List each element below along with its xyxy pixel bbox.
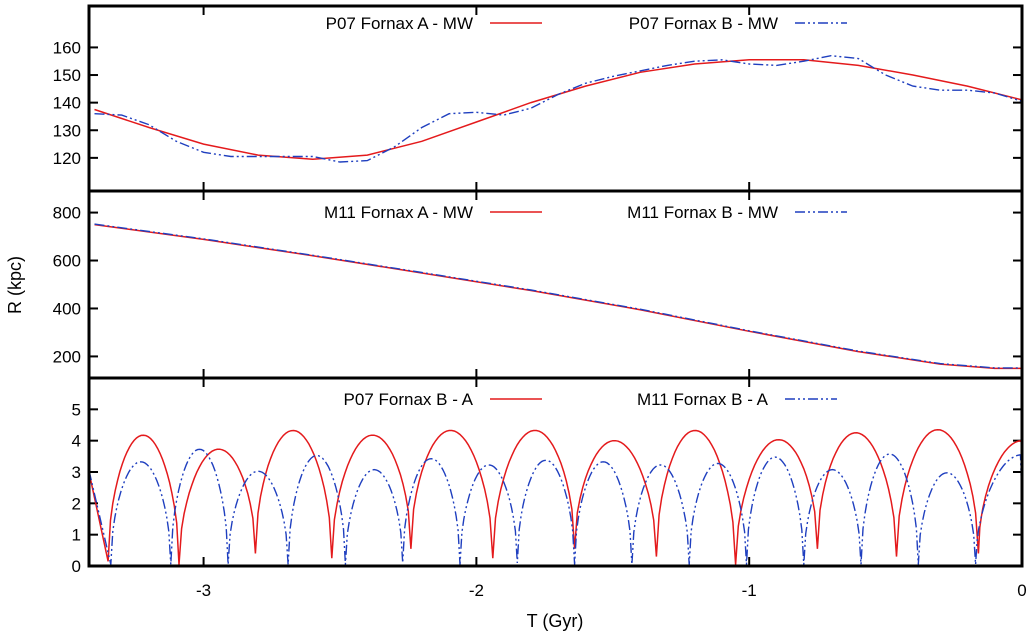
series-line-a [89,428,1022,565]
y-tick-label: 5 [72,400,81,419]
x-tick-label: 0 [1017,581,1026,600]
y-tick-label: 1 [72,526,81,545]
series-line-b [94,54,1022,163]
series-line-b [94,223,1022,369]
y-tick-label: 150 [53,66,81,85]
legend-label: M11 Fornax A - MW [324,203,473,222]
x-tick-label: -2 [469,581,484,600]
series-line-a [94,223,1022,370]
legend-label: M11 Fornax B - MW [627,203,778,222]
x-tick-label: -3 [196,581,211,600]
y-tick-label: 130 [53,121,81,140]
panel-top: 120 130 140 150 160 P07 Fornax A - MW P07 Forn… [53,4,1024,193]
y-tick-label: 120 [53,149,81,168]
y-tick-label: 160 [53,38,81,57]
y-tick-label: 200 [53,347,81,366]
y-tick-label: 4 [72,432,81,451]
panel-frame [87,4,1024,193]
y-tick-label: 0 [72,557,81,576]
legend-label: P07 Fornax B - MW [629,14,778,33]
y-tick-label: 600 [53,252,81,271]
legend-label: M11 Fornax B - A [637,390,769,409]
legend-label: P07 Fornax A - MW [326,14,473,33]
y-tick-label: 800 [53,204,81,223]
x-axis-title: T (Gyr) [527,611,584,631]
legend-label: P07 Fornax B - A [344,390,474,409]
panel-middle: 200 400 600 800 M11 Fornax A - MW M11 Fornax … [53,189,1024,380]
series-line-b [89,448,1022,565]
series-line-a [94,59,1022,160]
panel-frame [87,189,1024,380]
panel-frame [87,376,1024,568]
y-tick-label: 3 [72,463,81,482]
x-tick-label: -1 [742,581,757,600]
y-axis-title: R (kpc) [5,256,25,314]
y-tick-label: 2 [72,494,81,513]
panel-bottom: 0 1 2 3 4 5 P07 Fornax B - A M11 Fornax B - A [72,376,1024,576]
y-tick-label: 140 [53,94,81,113]
y-tick-label: 400 [53,299,81,318]
